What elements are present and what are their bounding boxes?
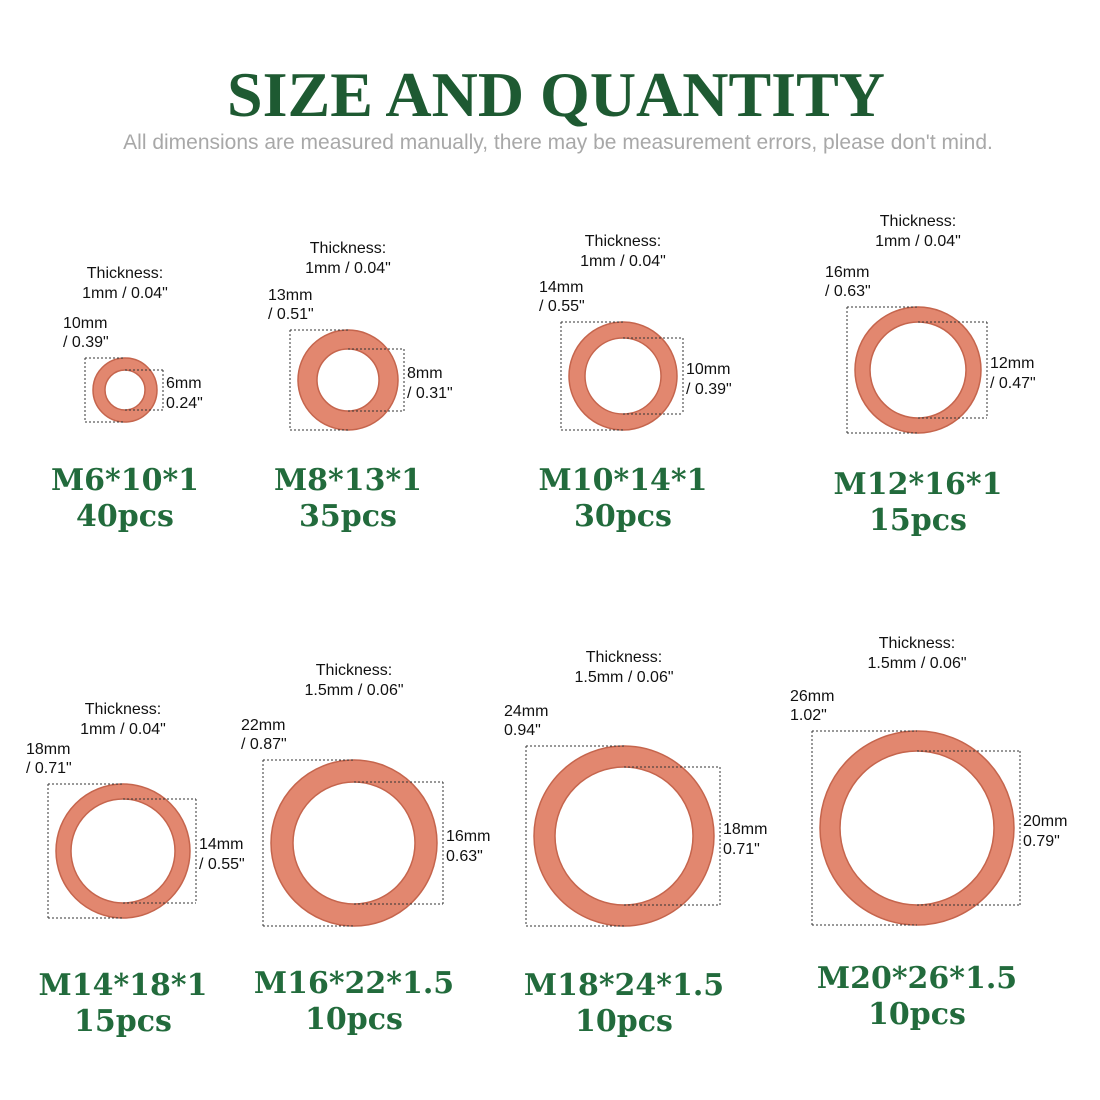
washer-size: M14*18*1: [39, 968, 208, 1003]
outer-dim-label: 18mm: [26, 741, 70, 758]
washer-size: M12*16*1: [834, 467, 1003, 502]
washer-qty: 10pcs: [575, 1004, 673, 1039]
inner-dim-label: 6mm: [166, 375, 202, 392]
inner-dim-label: 10mm: [686, 361, 730, 378]
outer-dim-label: / 0.55": [539, 298, 585, 315]
outer-dim-label: 16mm: [825, 264, 869, 281]
outer-dim-label: / 0.63": [825, 283, 871, 300]
thickness-value: 1.5mm / 0.06": [867, 655, 966, 672]
washer: [819, 730, 1015, 926]
thickness-label: Thickness:: [87, 265, 163, 282]
thickness-value: 1mm / 0.04": [875, 233, 961, 250]
inner-dim-label: 14mm: [199, 836, 243, 853]
thickness-value: 1mm / 0.04": [80, 721, 166, 738]
thickness-value: 1mm / 0.04": [580, 253, 666, 270]
thickness-label: Thickness:: [85, 701, 161, 718]
outer-dim-label: 0.94": [504, 722, 541, 739]
washer-qty: 30pcs: [574, 499, 672, 534]
outer-dim-label: / 0.71": [26, 760, 72, 777]
thickness-label: Thickness:: [879, 635, 955, 652]
thickness-value: 1.5mm / 0.06": [574, 669, 673, 686]
inner-dim-label: 12mm: [990, 355, 1034, 372]
inner-dim-label: 18mm: [723, 821, 767, 838]
inner-dim-label: / 0.31": [407, 385, 453, 402]
thickness-label: Thickness:: [880, 213, 956, 230]
title: SIZE AND QUANTITY: [227, 59, 885, 130]
washer-qty: 35pcs: [299, 499, 397, 534]
outer-dim-label: 22mm: [241, 717, 285, 734]
washer-qty: 40pcs: [76, 499, 174, 534]
outer-dim-label: / 0.87": [241, 736, 287, 753]
inner-dim-label: 8mm: [407, 365, 443, 382]
thickness-label: Thickness:: [586, 649, 662, 666]
washer-size: M8*13*1: [274, 463, 422, 498]
inner-dim-label: / 0.47": [990, 375, 1036, 392]
washer-size: M18*24*1.5: [524, 968, 724, 1003]
inner-dim-label: 0.24": [166, 395, 203, 412]
outer-dim-label: 26mm: [790, 688, 834, 705]
washer: [854, 306, 982, 434]
inner-dim-label: 20mm: [1023, 813, 1067, 830]
washer: [270, 759, 438, 927]
inner-dim-label: 0.71": [723, 841, 760, 858]
thickness-label: Thickness:: [316, 662, 392, 679]
thickness-value: 1mm / 0.04": [82, 285, 168, 302]
thickness-label: Thickness:: [310, 240, 386, 257]
washer: [92, 357, 158, 423]
outer-dim-label: / 0.51": [268, 306, 314, 323]
washer-qty: 15pcs: [74, 1004, 172, 1039]
washer-size: M6*10*1: [51, 463, 199, 498]
washer-size: M16*22*1.5: [254, 966, 454, 1001]
washer-qty: 10pcs: [868, 997, 966, 1032]
washer: [55, 783, 191, 919]
washer-size: M10*14*1: [539, 463, 708, 498]
outer-dim-label: 1.02": [790, 707, 827, 724]
washer-qty: 15pcs: [869, 503, 967, 538]
outer-dim-label: / 0.39": [63, 334, 109, 351]
washer-qty: 10pcs: [305, 1002, 403, 1037]
inner-dim-label: 0.79": [1023, 833, 1060, 850]
outer-dim-label: 14mm: [539, 279, 583, 296]
outer-dim-label: 24mm: [504, 703, 548, 720]
inner-dim-label: 16mm: [446, 828, 490, 845]
washer: [533, 745, 715, 927]
thickness-label: Thickness:: [585, 233, 661, 250]
washer-size: M20*26*1.5: [817, 961, 1017, 996]
inner-dim-label: / 0.39": [686, 381, 732, 398]
inner-dim-label: 0.63": [446, 848, 483, 865]
washer: [297, 329, 399, 431]
subtitle: All dimensions are measured manually, th…: [123, 131, 993, 154]
thickness-value: 1.5mm / 0.06": [304, 682, 403, 699]
inner-dim-label: / 0.55": [199, 856, 245, 873]
outer-dim-label: 10mm: [63, 315, 107, 332]
outer-dim-label: 13mm: [268, 287, 312, 304]
thickness-value: 1mm / 0.04": [305, 260, 391, 277]
washer: [568, 321, 678, 431]
